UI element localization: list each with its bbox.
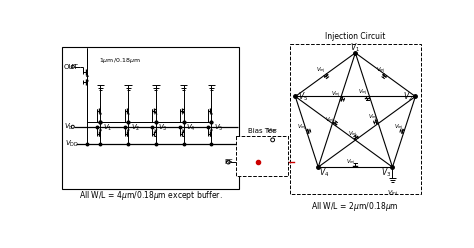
Text: $V_{\rm DC}$: $V_{\rm DC}$ — [266, 126, 279, 135]
Text: $V_{\rm inj}$: $V_{\rm inj}$ — [358, 88, 367, 98]
Text: $V_{\rm inj}$: $V_{\rm inj}$ — [325, 116, 334, 126]
Text: $V_{\rm inj}$: $V_{\rm inj}$ — [394, 123, 404, 133]
Text: $1\mu$m$/0.18\mu$m: $1\mu$m$/0.18\mu$m — [99, 56, 140, 65]
Text: OUT: OUT — [64, 64, 78, 70]
Text: $V_1$: $V_1$ — [350, 41, 360, 54]
Bar — [62, 47, 239, 189]
Text: Injection Circuit: Injection Circuit — [325, 32, 385, 41]
Text: $V_1$: $V_1$ — [103, 123, 112, 133]
Text: $V_3$: $V_3$ — [381, 167, 392, 180]
Text: $V_3$: $V_3$ — [158, 123, 168, 133]
Text: $V_5$: $V_5$ — [214, 123, 223, 133]
Text: $V_{\rm inj}$: $V_{\rm inj}$ — [387, 189, 398, 199]
Text: $V_2$: $V_2$ — [130, 123, 140, 133]
Text: $V_4$: $V_4$ — [186, 123, 196, 133]
Text: $V_2$: $V_2$ — [402, 90, 413, 103]
Text: $V_{\rm inj}$: $V_{\rm inj}$ — [316, 66, 326, 76]
Text: $V_5$: $V_5$ — [298, 90, 308, 103]
Text: $V_4$: $V_4$ — [319, 167, 329, 180]
Text: All W/L = $4\mu$m$/0.18\mu$m except buffer.: All W/L = $4\mu$m$/0.18\mu$m except buff… — [79, 189, 222, 202]
Text: $V_{\rm inj}$: $V_{\rm inj}$ — [346, 158, 356, 168]
Text: $V_{\rm inj}$: $V_{\rm inj}$ — [331, 90, 341, 100]
Text: $V_{\rm DD}$: $V_{\rm DD}$ — [65, 139, 79, 149]
Bar — [236, 136, 288, 176]
Text: $V_{\rm b}$: $V_{\rm b}$ — [64, 122, 73, 132]
Text: All W/L = $2\mu$m$/0.18\mu$m: All W/L = $2\mu$m$/0.18\mu$m — [311, 200, 399, 213]
Text: $V_{\rm inj}$: $V_{\rm inj}$ — [297, 123, 307, 133]
Text: $V_{\rm inj}$: $V_{\rm inj}$ — [368, 112, 378, 123]
Text: $V_{\rm inj}$: $V_{\rm inj}$ — [347, 130, 357, 140]
Text: $V_{\rm inj}$: $V_{\rm inj}$ — [376, 66, 385, 76]
Text: RF: RF — [225, 159, 233, 165]
Bar — [290, 44, 421, 194]
Text: Bias Tee: Bias Tee — [248, 128, 276, 134]
